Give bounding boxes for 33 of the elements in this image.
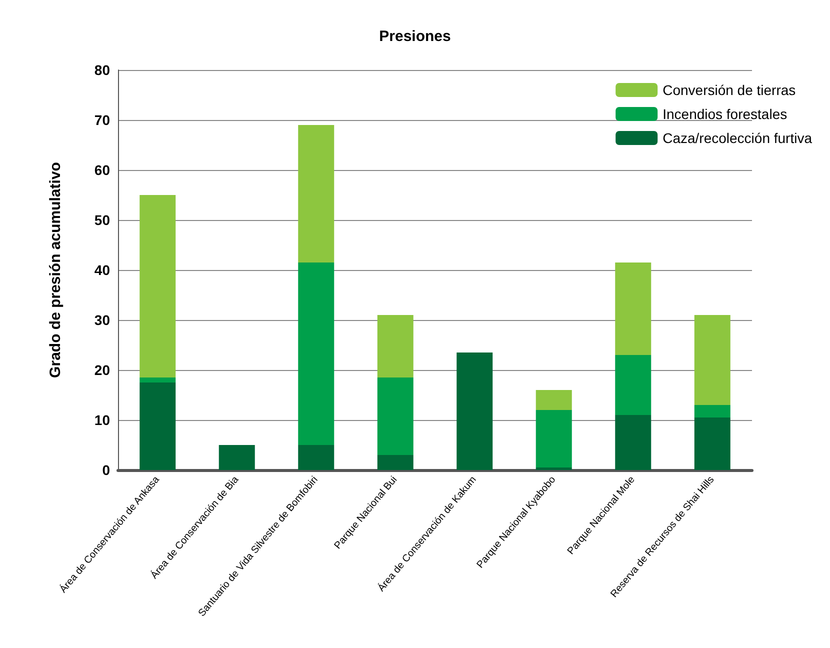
legend-label: Conversión de tierras [662, 82, 796, 98]
bar [615, 355, 652, 415]
bar [694, 405, 730, 418]
bar [694, 315, 730, 405]
y-tick-label: 80 [94, 62, 110, 78]
bar [218, 445, 255, 470]
bar [298, 125, 334, 262]
y-tick-label: 10 [94, 412, 110, 428]
y-tick-label: 0 [102, 462, 110, 478]
bar [140, 382, 176, 470]
y-tick-label: 70 [94, 112, 110, 128]
bar [615, 415, 652, 470]
bar [377, 378, 414, 455]
legend-label: Caza/recolección furtiva [662, 130, 812, 146]
bar [456, 352, 493, 470]
chart-title: Presiones [379, 28, 451, 45]
y-tick-label: 60 [94, 162, 110, 178]
y-tick-label: 50 [94, 212, 110, 228]
bar [298, 445, 334, 470]
bar [140, 195, 176, 378]
y-tick-label: 20 [94, 362, 110, 378]
bar [377, 315, 414, 378]
bar [140, 378, 176, 382]
bar [536, 410, 572, 468]
bar [536, 390, 572, 410]
bar [694, 418, 730, 470]
y-tick-label: 40 [94, 262, 110, 278]
bar [377, 455, 414, 470]
bar [298, 262, 334, 445]
y-axis-title: Grado de presión acumulativo [47, 162, 64, 378]
legend-label: Incendios forestales [662, 106, 788, 122]
y-tick-label: 30 [94, 312, 110, 328]
bar [615, 262, 652, 355]
